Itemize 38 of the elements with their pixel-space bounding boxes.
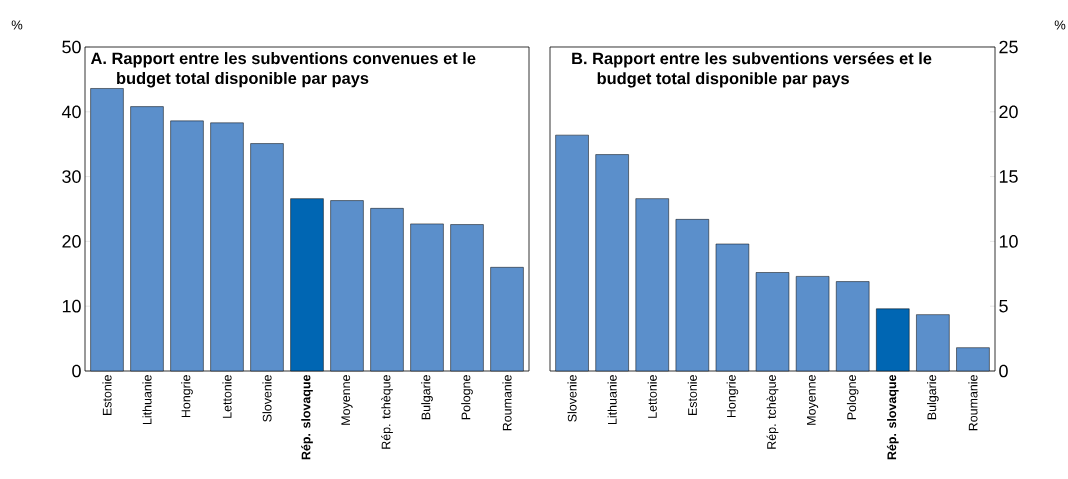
x-tick-label: Bulgarie xyxy=(927,375,939,420)
x-tick-label: Lettonie xyxy=(647,375,657,418)
y-tick-label: 40 xyxy=(61,105,81,119)
x-tick-label: Rép. tchèque xyxy=(381,375,393,449)
y2-tick-label: 0 xyxy=(999,364,1008,378)
y-axis-title: % xyxy=(11,20,23,30)
x-tick-label: Lettonie xyxy=(222,375,232,418)
y2-axis-title: % xyxy=(1054,20,1066,30)
x-tick-label: Rép. slovaque xyxy=(886,374,899,460)
x-tick-label: Estonie xyxy=(102,375,112,416)
x-tick-label: Estonie xyxy=(687,375,697,416)
x-tick-label: Hongrie xyxy=(181,375,193,418)
x-tick-label: Hongrie xyxy=(726,375,739,418)
x-tick-label: Roumanie xyxy=(968,375,978,431)
x-tick-label: Pologne xyxy=(461,375,473,420)
y-tick-label: 30 xyxy=(62,170,81,183)
y-tick-label: 20 xyxy=(62,235,81,248)
x-tick-label: Roumanie xyxy=(502,375,512,431)
text: B. Rapport entre les subventions versées et le budget total disponible par pays xyxy=(572,52,932,88)
y2-tick-label: 10 xyxy=(999,235,1018,248)
y2-tick-label: 15 xyxy=(999,170,1018,183)
x-tick-label: Pologne xyxy=(846,375,859,420)
y2-tick-label: 20 xyxy=(999,105,1018,119)
x-tick-label: Lithuanie xyxy=(607,375,617,425)
y-tick-label: 50 xyxy=(62,40,81,54)
y-tick-label: 0 xyxy=(72,364,81,378)
x-tick-label: Slovenie xyxy=(567,375,577,422)
x-tick-label: Moyenne xyxy=(807,375,819,425)
x-tick-label: Bulgarie xyxy=(421,375,433,420)
y-tick-label: 10 xyxy=(62,299,81,313)
x-tick-label: Moyenne xyxy=(341,375,353,425)
x-tick-label: Rép. slovaque xyxy=(301,374,313,460)
x-tick-label: Rép. tchèque xyxy=(766,375,779,449)
text: A. Rapport entre les subventions convenues et le budget total disponible par pays xyxy=(90,52,476,88)
y2-tick-label: 25 xyxy=(999,40,1018,54)
x-tick-label: Lithuanie xyxy=(142,375,152,425)
y2-tick-label: 5 xyxy=(999,299,1008,313)
x-tick-label: Slovenie xyxy=(262,375,272,422)
